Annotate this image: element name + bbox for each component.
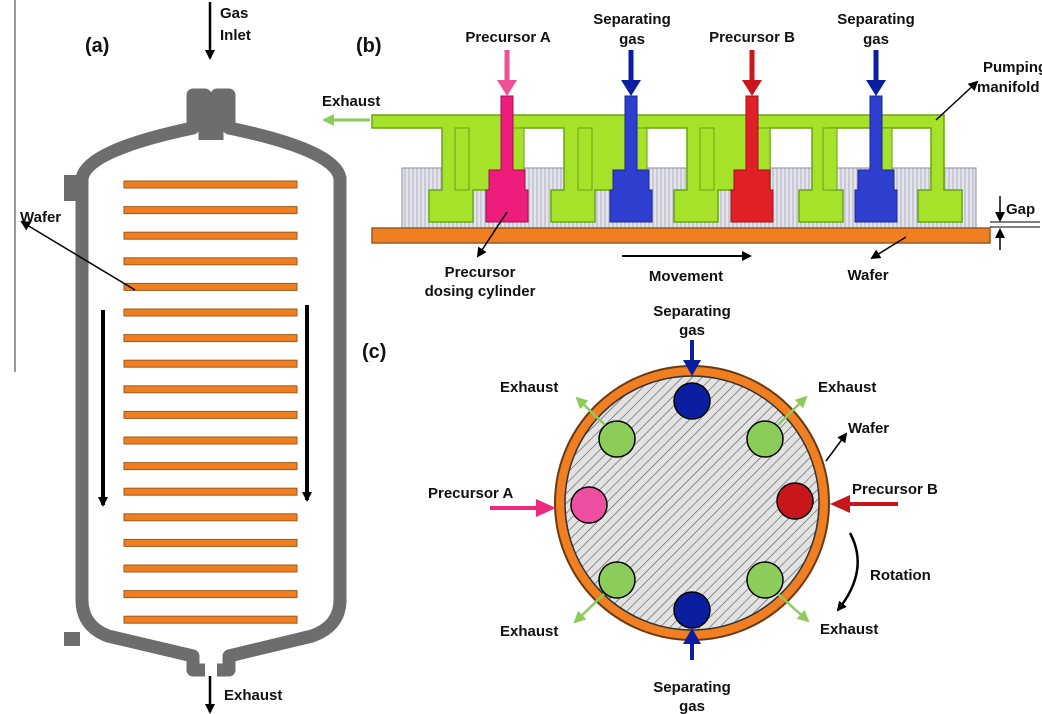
dosing-label-2: dosing cylinder (425, 283, 536, 300)
gas-inlet-label-1: Gas (220, 5, 248, 22)
rotation-label: Rotation (870, 567, 931, 584)
wafer (123, 462, 298, 471)
feed-arrowhead-separating-1 (621, 80, 641, 96)
panel-a: (a) Gas Inlet Wafer Exhaust (20, 2, 347, 714)
label-separating-1-l1: Separating (593, 11, 671, 28)
manifold-drop-5 (699, 127, 715, 191)
sep-arrowhead-bottom (683, 628, 701, 644)
feed-arrowhead-precursor-a (497, 80, 517, 96)
wafer-pointer-a (20, 220, 136, 291)
precursor-b-label-c: Precursor B (852, 481, 938, 498)
label-precursor-a-b: Precursor A (465, 29, 550, 46)
port-exhaust-br (746, 561, 784, 599)
sep-top-label-2: gas (679, 322, 705, 339)
reactor-top-lug (64, 175, 80, 201)
pumping-manifold-pointer (935, 80, 979, 121)
wafer (123, 513, 298, 522)
wafer (123, 334, 298, 343)
wafer (123, 590, 298, 599)
wafer-label-c: Wafer (848, 420, 889, 437)
manifold-drop-1 (454, 127, 470, 191)
nozzle-separating-1 (609, 95, 653, 223)
nozzle-precursor-a (485, 95, 529, 223)
panel-c-tag: (c) (362, 341, 386, 363)
sep-top-label-1: Separating (653, 303, 731, 320)
precursor-a-arrowhead (536, 499, 556, 517)
panel-b-tag: (b) (356, 35, 382, 57)
panel-a-tag: (a) (85, 35, 109, 57)
dosing-pointer (476, 211, 508, 258)
reactor-chamber (75, 88, 347, 677)
manifold-drop-3 (577, 127, 593, 191)
port-exhaust-bl (598, 561, 636, 599)
substrate-b (371, 227, 991, 244)
dosing-label-1: Precursor (445, 264, 516, 281)
label-separating-2-l2: gas (863, 31, 889, 48)
exhaust-label-tr: Exhaust (818, 379, 876, 396)
precursor-b-arrowhead (830, 495, 850, 513)
exhaust-arrow-br (777, 593, 810, 623)
wafer (123, 206, 298, 215)
exhaust-label-tl: Exhaust (500, 379, 558, 396)
wafer (123, 385, 298, 394)
wafer (123, 257, 298, 266)
reactor-bottom-lug (64, 632, 80, 646)
wafer (123, 231, 298, 240)
movement-label: Movement (649, 268, 723, 285)
exhaust-label-br: Exhaust (820, 621, 878, 638)
exhaust-label-b: Exhaust (322, 93, 380, 110)
wafer (123, 410, 298, 419)
sep-arrowhead-top (683, 360, 701, 376)
wafer-label-b: Wafer (847, 267, 888, 284)
wafer (123, 308, 298, 317)
port-separating-top (673, 382, 711, 420)
port-separating-bottom (673, 591, 711, 629)
nozzle-precursor-b (730, 95, 774, 223)
nozzle-separating-2 (854, 95, 898, 223)
feed-arrowhead-separating-2 (866, 80, 886, 96)
wafer (123, 538, 298, 547)
wafer (123, 615, 298, 624)
wafer-label-a: Wafer (20, 209, 61, 226)
panel-c: (c) Separating gas E (362, 303, 938, 714)
panel-b: (b) Precursor A Separating gas (322, 11, 1042, 300)
wafer (123, 282, 298, 291)
manifold-drop-7 (822, 127, 838, 191)
rotation-arrow (836, 532, 859, 612)
wafer (123, 436, 298, 445)
wafer (123, 564, 298, 573)
wafer (123, 359, 298, 368)
sep-bottom-label-2: gas (679, 698, 705, 714)
pumping-manifold-label-2: manifold (977, 79, 1040, 96)
label-separating-2-l1: Separating (837, 11, 915, 28)
sep-bottom-label-1: Separating (653, 679, 731, 696)
exhaust-arrow-tr (777, 395, 808, 426)
port-exhaust-tl (598, 420, 636, 458)
port-precursor-b (776, 482, 814, 520)
feed-arrowhead-precursor-b (742, 80, 762, 96)
port-exhaust-tr (746, 420, 784, 458)
exhaust-label-bl: Exhaust (500, 623, 558, 640)
exhaust-label-a: Exhaust (224, 687, 282, 704)
wafer-pointer-c (825, 432, 848, 462)
label-precursor-b-b: Precursor B (709, 29, 795, 46)
gap-label: Gap (1006, 201, 1035, 218)
wafer (123, 487, 298, 496)
port-precursor-a (570, 486, 608, 524)
label-separating-1-l2: gas (619, 31, 645, 48)
gas-inlet-label-2: Inlet (220, 27, 251, 44)
exhaust-arrow-bl (573, 593, 605, 624)
pumping-manifold-label-1: Pumping (983, 59, 1042, 76)
precursor-a-label-c: Precursor A (428, 485, 513, 502)
wafer-pointer-b (870, 236, 907, 260)
wafer (123, 180, 298, 189)
exhaust-arrow-tl (575, 396, 606, 426)
wafer-stack (123, 180, 298, 624)
